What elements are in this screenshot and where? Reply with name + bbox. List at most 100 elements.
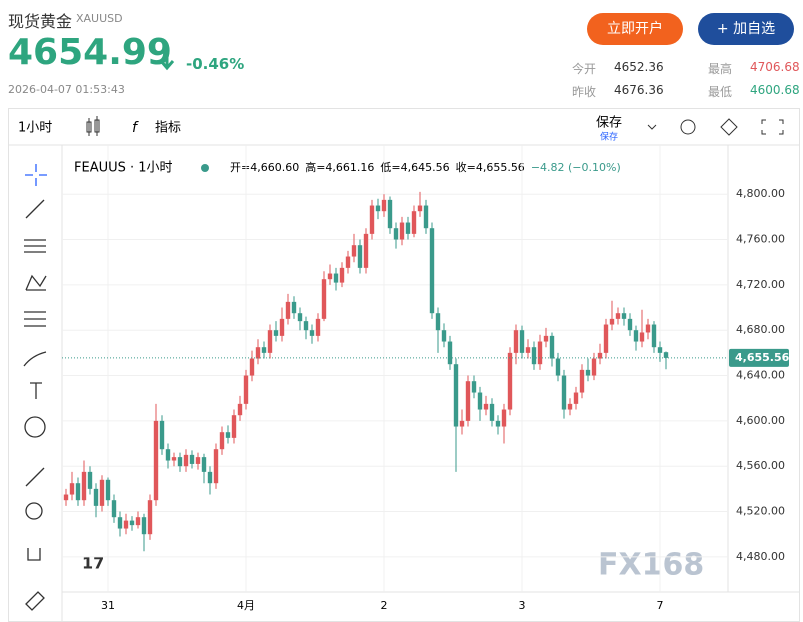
candle-body: [261, 347, 267, 353]
candle-body: [423, 205, 429, 229]
y-tick-label: 4,520.00: [736, 505, 785, 518]
candle-body: [267, 330, 273, 353]
candle-body: [219, 432, 225, 450]
candle-body: [135, 517, 141, 526]
panel-frame: [8, 108, 800, 622]
fx-icon[interactable]: f: [132, 120, 139, 136]
candle-body: [63, 494, 69, 501]
candle-body: [117, 517, 123, 529]
candle-body: [201, 457, 207, 472]
interval[interactable]: 1小时: [18, 121, 52, 136]
candle-body: [387, 199, 393, 229]
candle-body: [159, 420, 165, 450]
candle-body: [393, 228, 399, 240]
stat-value: 4706.68: [750, 60, 800, 74]
candle-body: [579, 369, 585, 393]
candle-body: [237, 403, 243, 416]
drawing-tools[interactable]: [23, 164, 47, 611]
candle-body: [555, 358, 561, 376]
candle-body: [255, 347, 261, 359]
dropdown-icon[interactable]: [647, 124, 657, 130]
candle-body: [615, 313, 621, 319]
save-sub: 保存: [600, 131, 618, 143]
candle-body: [441, 330, 447, 342]
candle-body: [537, 341, 543, 365]
candle-body: [357, 245, 363, 268]
candle-body: [321, 279, 327, 319]
candle-body: [303, 321, 309, 331]
candle-body: [621, 313, 627, 319]
legend-open: 开=4,660.60: [230, 161, 299, 174]
candle-body: [243, 375, 249, 404]
candle-body: [165, 449, 171, 461]
y-tick-label: 4,800.00: [736, 187, 785, 200]
candle-body: [273, 330, 279, 336]
chart-panel: 1小时 f 指标 保存 保存 FX168 17 FEAUUS · 1小时 开=4,…: [8, 108, 800, 622]
legend-low: 低=4,645.56: [380, 161, 449, 174]
candle-icon[interactable]: [86, 116, 100, 136]
chart-title: FEAUUS · 1小时: [74, 161, 173, 176]
candle-body: [75, 483, 81, 501]
watermark: FX168: [598, 548, 704, 583]
candle-body: [279, 318, 285, 336]
candle-body: [483, 403, 489, 410]
legend-close: 收=4,655.56: [456, 160, 525, 174]
open-account-button[interactable]: 立即开户: [587, 13, 683, 45]
indicators[interactable]: 指标: [155, 121, 181, 136]
candle-body: [399, 222, 405, 240]
candle-body: [81, 471, 87, 501]
status-dot: [201, 164, 209, 172]
symbol: XAUUSD: [76, 12, 123, 25]
candle-body: [651, 324, 657, 348]
candle-body: [291, 301, 297, 314]
candle-body: [531, 347, 537, 365]
candle-body: [459, 420, 465, 427]
candle-body: [141, 517, 147, 535]
price: 4654.99: [8, 32, 172, 73]
candle-body: [189, 454, 195, 464]
candle-body: [663, 352, 669, 358]
stat-value: 4676.36: [614, 83, 664, 97]
candle-body: [111, 500, 117, 518]
candle-body: [627, 318, 633, 331]
y-tick-label: 4,760.00: [736, 233, 785, 246]
x-tick-label: 2: [381, 599, 388, 612]
candle-body: [225, 432, 231, 438]
candle-body: [375, 205, 381, 212]
candle-body: [639, 332, 645, 342]
candle-body: [195, 457, 201, 464]
candle-body: [597, 352, 603, 359]
y-tick-label: 4,680.00: [736, 323, 785, 336]
candle-body: [129, 520, 135, 526]
stat-label: 最高: [708, 62, 733, 76]
watchlist-button[interactable]: + 加自选: [698, 13, 794, 45]
tv-logo: 17: [82, 554, 104, 573]
candle-body: [453, 364, 459, 427]
candle-body: [513, 330, 519, 353]
candle-body: [285, 301, 291, 319]
candle-body: [327, 273, 333, 280]
x-tick-label: 3: [519, 599, 526, 612]
title: 现货黄金: [8, 12, 73, 31]
candle-body: [549, 335, 555, 359]
candle-body: [429, 228, 435, 314]
stat-label: 今开: [572, 62, 597, 76]
candle-body: [477, 392, 483, 410]
y-tick-label: 4,640.00: [736, 369, 785, 382]
stat-value: 4600.68: [750, 83, 800, 97]
x-tick-label: 7: [657, 599, 664, 612]
candle-body: [105, 479, 111, 501]
candle-body: [609, 318, 615, 325]
save[interactable]: 保存: [596, 116, 622, 131]
candle-body: [309, 330, 315, 336]
candle-body: [171, 457, 177, 461]
candle-body: [231, 415, 237, 438]
y-tick-label: 4,600.00: [736, 414, 785, 427]
candle-body: [369, 205, 375, 234]
toolbar-icons[interactable]: [680, 118, 784, 136]
legend-change: −4.82 (−0.10%): [531, 161, 621, 174]
candle-body: [207, 471, 213, 484]
candle-body: [471, 381, 477, 393]
candle-body: [645, 324, 651, 333]
